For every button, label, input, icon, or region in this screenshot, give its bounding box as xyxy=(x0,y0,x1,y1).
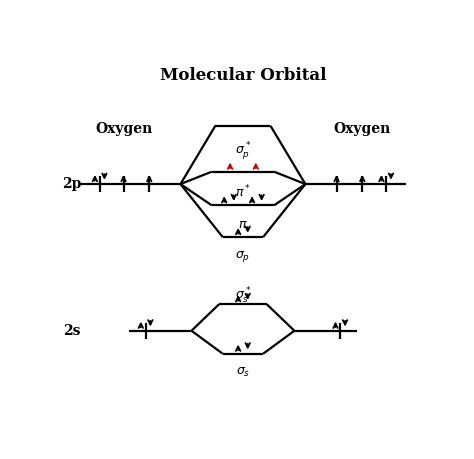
Text: $\pi$: $\pi$ xyxy=(238,218,248,231)
Text: Oxygen: Oxygen xyxy=(334,122,391,136)
Text: $\pi^*$: $\pi^*$ xyxy=(235,184,251,201)
Text: $\sigma_s$: $\sigma_s$ xyxy=(236,366,250,379)
Text: $\sigma_s^*$: $\sigma_s^*$ xyxy=(235,286,251,306)
Text: Oxygen: Oxygen xyxy=(95,122,152,136)
Text: 2s: 2s xyxy=(64,324,81,338)
Text: 2p: 2p xyxy=(63,177,82,191)
Text: $\sigma_p$: $\sigma_p$ xyxy=(236,249,250,264)
Text: Molecular Orbital: Molecular Orbital xyxy=(160,67,326,84)
Text: $\sigma_p^*$: $\sigma_p^*$ xyxy=(235,140,251,162)
